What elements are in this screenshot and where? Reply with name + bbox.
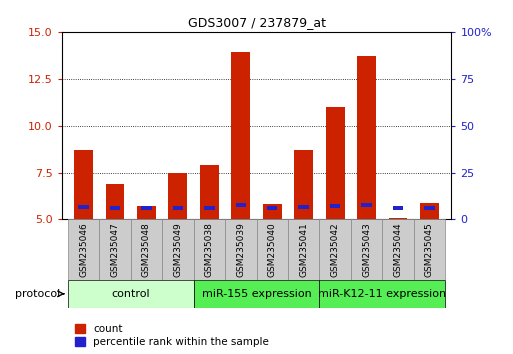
Bar (393, 206, 403, 211)
Bar (141, 206, 152, 211)
Title: GDS3007 / 237879_at: GDS3007 / 237879_at (187, 16, 326, 29)
Bar (320, 219, 351, 280)
Text: protocol: protocol (15, 289, 60, 299)
Bar (200, 165, 219, 219)
Text: miR-155 expression: miR-155 expression (202, 289, 311, 299)
Text: GSM235044: GSM235044 (393, 222, 403, 277)
Bar (68, 219, 100, 280)
Bar (193, 219, 225, 280)
Bar (267, 206, 278, 211)
Bar (424, 206, 435, 210)
Bar (225, 219, 256, 280)
Bar (100, 219, 131, 280)
Bar (204, 206, 214, 210)
Text: GSM235046: GSM235046 (79, 222, 88, 277)
Bar (173, 206, 183, 210)
Bar (361, 203, 372, 207)
Text: GSM235049: GSM235049 (173, 222, 183, 277)
Bar (168, 172, 187, 219)
Bar (299, 205, 309, 209)
Text: GSM235047: GSM235047 (110, 222, 120, 277)
Bar (78, 205, 89, 209)
Bar (288, 219, 320, 280)
Bar (263, 205, 282, 219)
Text: GSM235048: GSM235048 (142, 222, 151, 277)
Bar (320, 280, 445, 308)
Text: GSM235045: GSM235045 (425, 222, 434, 277)
Bar (357, 56, 376, 219)
Text: GSM235039: GSM235039 (236, 222, 245, 277)
Bar (351, 219, 382, 280)
Bar (137, 206, 156, 219)
Bar (231, 52, 250, 219)
Bar (413, 219, 445, 280)
Legend: count, percentile rank within the sample: count, percentile rank within the sample (74, 324, 269, 347)
Bar (382, 219, 413, 280)
Text: GSM235042: GSM235042 (330, 222, 340, 277)
Bar (68, 280, 193, 308)
Bar (294, 150, 313, 219)
Bar (330, 204, 340, 208)
Bar (131, 219, 162, 280)
Text: control: control (111, 289, 150, 299)
Bar (193, 280, 320, 308)
Bar (256, 219, 288, 280)
Bar (162, 219, 193, 280)
Text: GSM235041: GSM235041 (299, 222, 308, 277)
Text: GSM235040: GSM235040 (268, 222, 277, 277)
Bar (74, 150, 93, 219)
Text: miR-K12-11 expression: miR-K12-11 expression (318, 289, 446, 299)
Bar (235, 203, 246, 207)
Bar (110, 206, 120, 210)
Bar (388, 218, 407, 219)
Bar (326, 107, 345, 219)
Bar (420, 202, 439, 219)
Text: GSM235043: GSM235043 (362, 222, 371, 277)
Text: GSM235038: GSM235038 (205, 222, 214, 277)
Bar (106, 184, 125, 219)
